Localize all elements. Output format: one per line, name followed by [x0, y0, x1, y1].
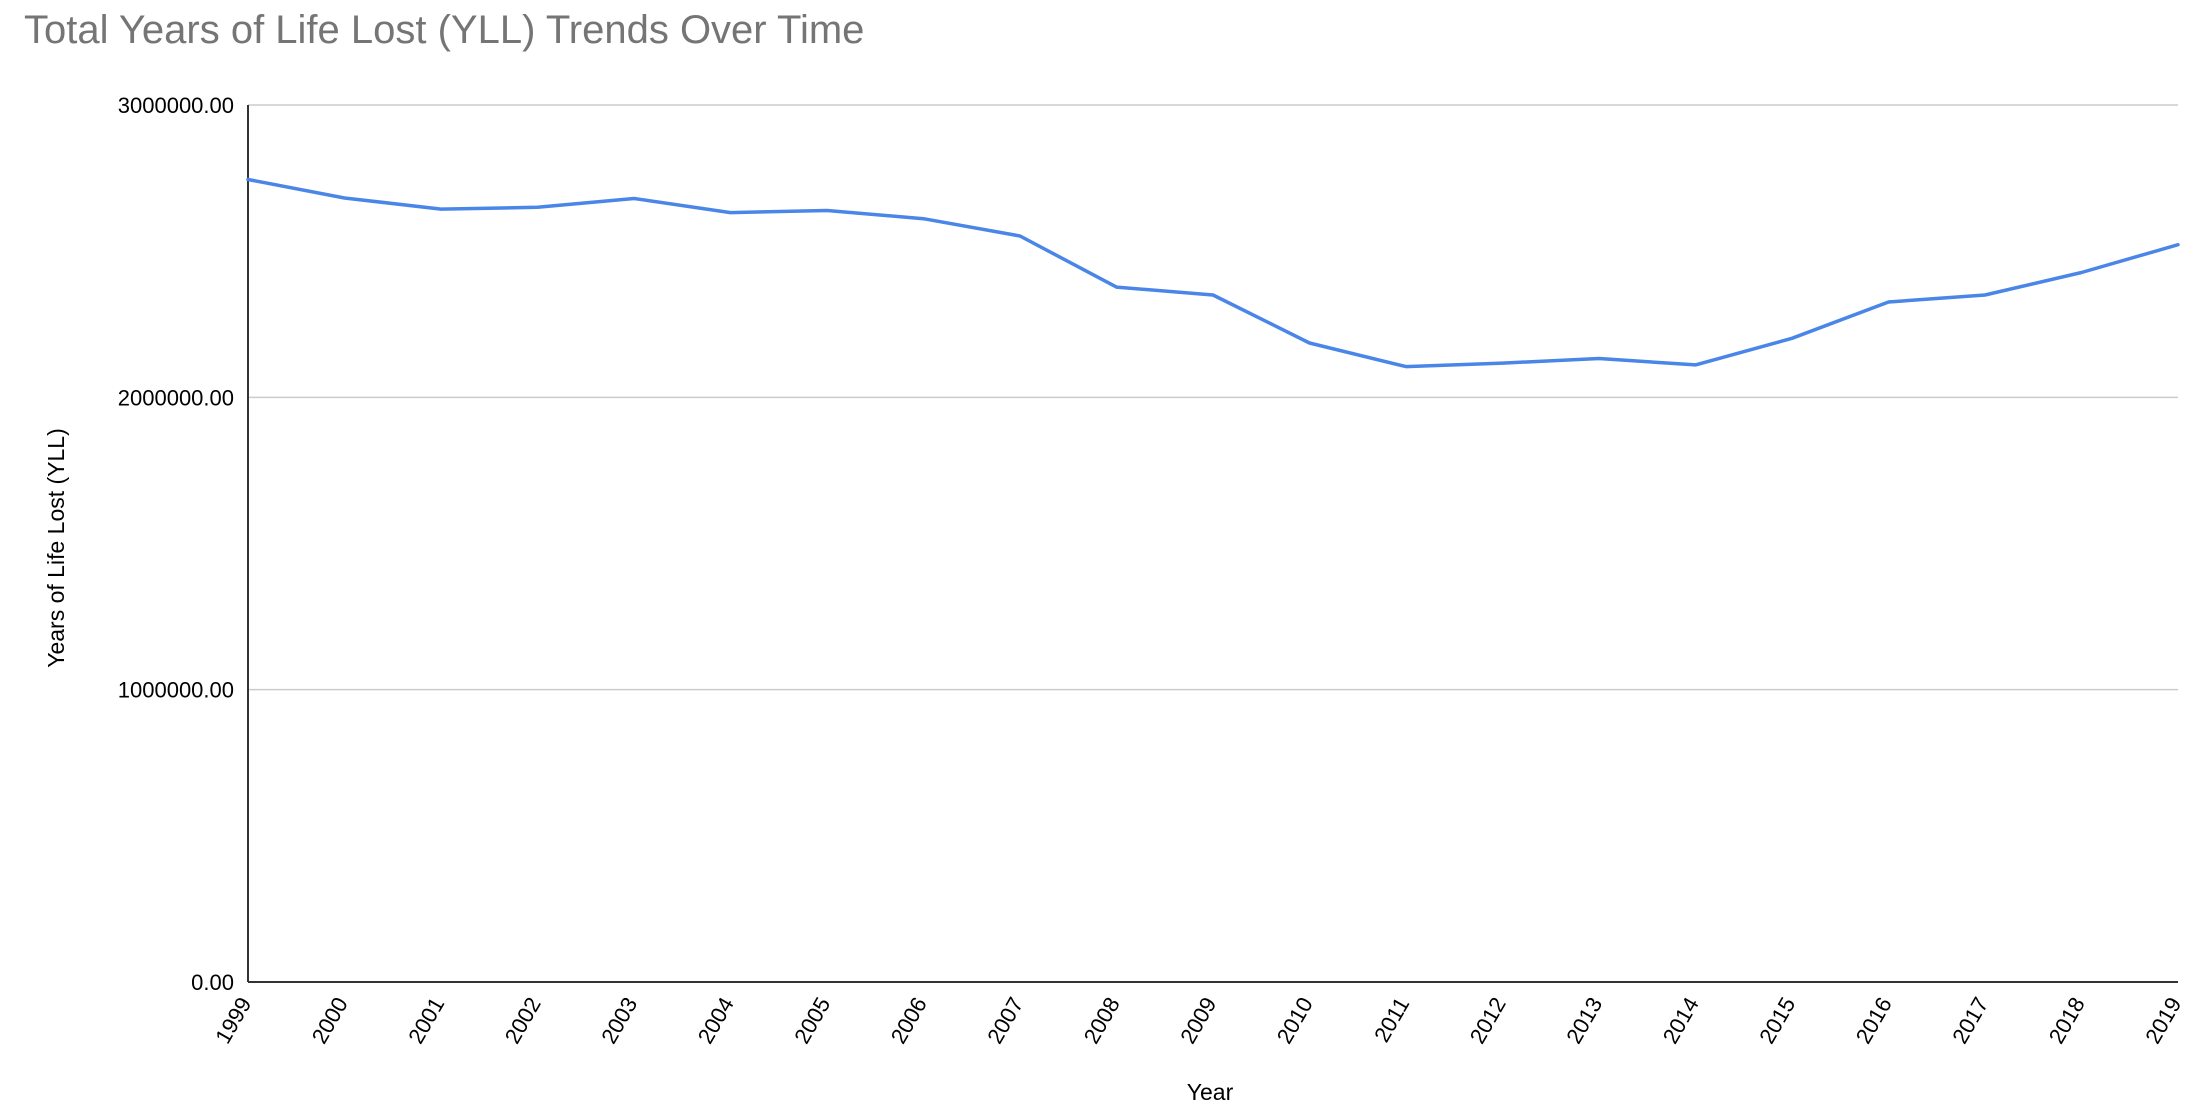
x-tick-label: 2008	[1079, 993, 1125, 1048]
data-point	[1789, 335, 1795, 341]
data-point	[1017, 233, 1023, 239]
data-point	[1114, 284, 1120, 290]
data-point	[1403, 364, 1409, 370]
y-tick-labels: 0.00 1000000.00 2000000.00 3000000.00	[118, 93, 234, 995]
data-point	[438, 206, 444, 212]
gridlines	[248, 104, 2178, 691]
x-tick-label: 2015	[1754, 993, 1800, 1048]
x-tick-label: 2002	[500, 993, 546, 1048]
series-layer	[245, 177, 2181, 370]
x-tick-labels: 1999 2000 2001 2002 2003 2004 2005 2006 2007 2008…	[210, 993, 2186, 1048]
x-tick-label: 2003	[596, 993, 642, 1048]
y-tick-label: 1000000.00	[118, 678, 234, 703]
data-point	[535, 204, 541, 210]
x-tick-label: 2018	[2044, 993, 2090, 1048]
x-tick-label: 2009	[1175, 993, 1221, 1048]
x-tick-label: 2004	[693, 993, 739, 1048]
x-tick-label: 2001	[403, 993, 449, 1048]
data-point	[728, 210, 734, 216]
data-point	[1500, 360, 1506, 366]
x-tick-label: 2019	[2140, 993, 2186, 1048]
chart-title: Total Years of Life Lost (YLL) Trends Ov…	[24, 8, 865, 52]
data-point	[824, 208, 830, 214]
y-tick-label: 0.00	[191, 970, 234, 995]
data-point	[1693, 362, 1699, 368]
axes	[247, 105, 2178, 983]
data-point	[245, 177, 251, 183]
data-point	[921, 216, 927, 222]
x-axis-title: Year	[1187, 1079, 1234, 1105]
data-point	[1307, 340, 1313, 346]
x-tick-label: 1999	[210, 993, 256, 1048]
data-point	[2175, 242, 2181, 248]
x-tick-label: 2014	[1658, 993, 1704, 1048]
y-axis-title: Years of Life Lost (YLL)	[43, 428, 69, 668]
data-point	[631, 196, 637, 202]
x-tick-label: 2016	[1851, 993, 1897, 1048]
x-tick-label: 2006	[886, 993, 932, 1048]
x-tick-label: 2000	[307, 993, 353, 1048]
data-point	[1886, 299, 1892, 305]
y-tick-label: 2000000.00	[118, 385, 234, 410]
data-point	[2079, 270, 2085, 276]
x-tick-label: 2013	[1561, 993, 1607, 1048]
y-tick-label: 3000000.00	[118, 93, 234, 118]
x-tick-label: 2007	[982, 993, 1028, 1048]
data-point	[1982, 292, 1988, 298]
data-point	[342, 195, 348, 201]
x-tick-label: 2005	[789, 993, 835, 1048]
data-point	[1596, 355, 1602, 361]
x-tick-label: 2017	[1947, 993, 1993, 1048]
series-line	[246, 177, 2180, 369]
x-tick-label: 2012	[1465, 993, 1511, 1048]
x-tick-label: 2011	[1369, 993, 1414, 1046]
data-point	[1210, 292, 1216, 298]
x-tick-label: 2010	[1272, 993, 1318, 1048]
